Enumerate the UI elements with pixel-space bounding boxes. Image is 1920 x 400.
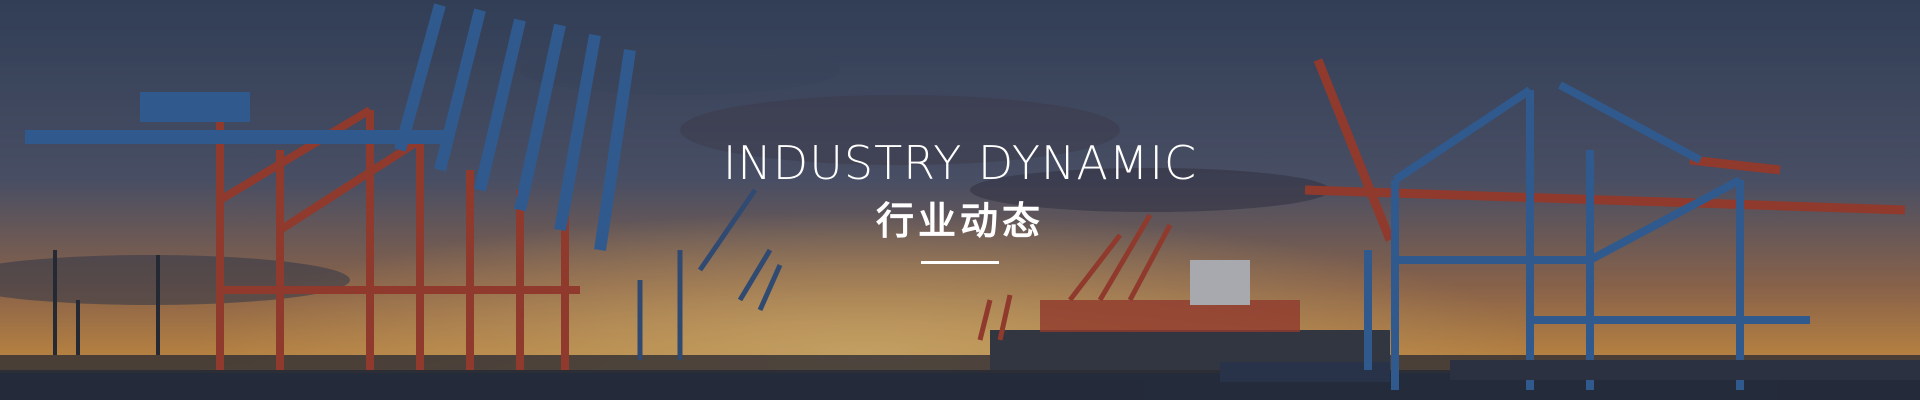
- banner-heading: INDUSTRY DYNAMIC 行业动态: [0, 133, 1920, 264]
- title-underline-divider: [921, 261, 999, 264]
- banner-title-english: INDUSTRY DYNAMIC: [722, 136, 1198, 190]
- banner-title-chinese: 行业动态: [875, 199, 1044, 243]
